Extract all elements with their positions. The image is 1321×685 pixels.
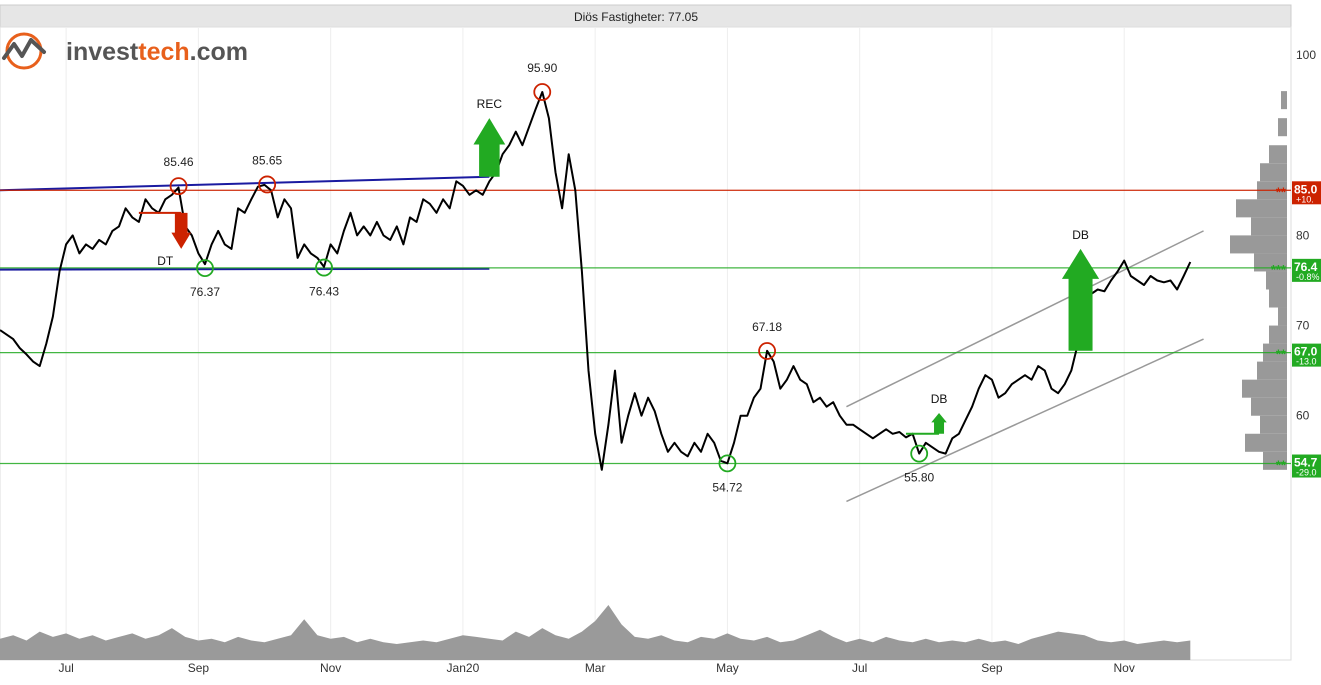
logo-text: investtech.com — [66, 38, 248, 66]
grid-lines — [65, 28, 1125, 660]
volume-area — [0, 605, 1191, 660]
x-axis: Jul Sep Nov Jan20 Mar May Jul Sep Nov — [58, 661, 1134, 675]
level-tag-value-0: 85.0 — [1294, 182, 1318, 196]
signal-label-3: DB — [1072, 228, 1089, 242]
volume-profile-bar-5 — [1236, 199, 1287, 218]
logo-text-plain: invest — [66, 38, 139, 66]
extreme-label-7: 55.80 — [904, 471, 934, 485]
signal-arrows: DT REC DB DB — [138, 97, 1100, 435]
volume-profile-bar-17 — [1260, 415, 1287, 434]
x-tick-label-8: Nov — [1114, 661, 1135, 675]
x-tick-label-4: Mar — [585, 661, 606, 675]
level-tag-value-2: 67.0 — [1294, 345, 1318, 359]
trend-channel-0-line-0 — [0, 175, 490, 192]
extreme-circle-1 — [258, 175, 277, 194]
extreme-circle-0 — [169, 177, 188, 196]
logo-text-accent: tech — [138, 38, 189, 66]
volume-profile-bar-15 — [1242, 379, 1287, 398]
volume-profile-bar-7 — [1230, 235, 1287, 254]
volume-profile-bar-19 — [1263, 451, 1287, 470]
signal-label-0: DT — [157, 254, 174, 268]
level-stars-1: *** — [1271, 262, 1287, 277]
level-stars-0: ** — [1276, 184, 1287, 199]
x-tick-label-2: Nov — [320, 661, 341, 675]
volume-profile-bar-11 — [1278, 307, 1287, 326]
extreme-label-1: 85.65 — [252, 153, 282, 167]
y-tick-label-0: 100 — [1296, 48, 1316, 62]
price-line-0 — [0, 91, 1192, 471]
signal-label-1: REC — [477, 97, 503, 111]
logo-text-suffix: .com — [190, 38, 248, 66]
signal-arrow-0 — [171, 212, 191, 249]
extreme-circle-6 — [718, 454, 737, 473]
trend-channel-1-line-0 — [846, 230, 1204, 408]
x-tick-label-0: Jul — [58, 661, 73, 675]
volume-profile-bar-12 — [1269, 325, 1287, 344]
extreme-label-6: 54.72 — [712, 480, 742, 494]
level-tag-pct-1: -0.8% — [1296, 272, 1320, 282]
volume-profile — [1230, 91, 1287, 470]
trend-channel-1-line-1 — [846, 338, 1204, 503]
volume-profile-bar-16 — [1251, 397, 1287, 416]
level-tag-pct-3: -29.0 — [1296, 468, 1317, 478]
extreme-label-0: 85.46 — [164, 155, 194, 169]
y-tick-label-1: 80 — [1296, 228, 1310, 242]
investtech-logo: investtech.com — [2, 32, 248, 70]
title-bar: Diös Fastigheter: 77.05 — [0, 4, 1292, 28]
volume-profile-bar-3 — [1260, 163, 1287, 182]
extreme-circle-4 — [196, 259, 214, 278]
level-tag-box-3 — [1292, 454, 1321, 478]
volume-profile-bar-10 — [1269, 289, 1287, 308]
y-tick-label-2: 70 — [1296, 319, 1310, 333]
chart-title: Diös Fastigheter: 77.05 — [574, 10, 698, 24]
extreme-circle-5 — [315, 258, 333, 277]
x-tick-label-3: Jan20 — [447, 661, 480, 675]
trend-channels — [0, 175, 1204, 503]
extreme-point-annotations: 85.46 85.65 95.90 67.18 76.37 76.43 54.72 55.80 — [164, 61, 935, 494]
trend-channel-0-line-1 — [0, 267, 490, 271]
y-axis: 10080706055 — [1296, 48, 1316, 468]
level-stars-2: ** — [1276, 347, 1287, 362]
level-tag-box-0 — [1292, 181, 1321, 205]
signal-arrow-3 — [1061, 248, 1100, 351]
signal-arrow-1 — [473, 118, 506, 177]
extreme-circle-2 — [533, 83, 552, 101]
level-tag-pct-0: +10. — [1296, 194, 1314, 204]
extreme-circle-3 — [758, 342, 776, 360]
volume-profile-bar-8 — [1254, 253, 1287, 272]
x-tick-label-5: May — [716, 661, 739, 675]
extreme-label-2: 95.90 — [527, 61, 557, 75]
level-price-tags: ** 85.0+10. *** 76.4-0.8% ** 67.0-13.0 ** 54.7-… — [1271, 181, 1321, 478]
level-tag-value-1: 76.4 — [1294, 260, 1318, 274]
y-tick-label-3: 60 — [1296, 409, 1310, 423]
level-stars-3: ** — [1276, 458, 1287, 473]
x-tick-label-7: Sep — [981, 661, 1003, 675]
volume-profile-bar-9 — [1266, 271, 1287, 290]
level-tag-value-3: 54.7 — [1294, 456, 1318, 470]
volume-profile-bar-2 — [1269, 145, 1287, 164]
level-tag-box-2 — [1292, 343, 1321, 367]
signal-label-2: DB — [931, 392, 948, 406]
investtech-logo-icon — [2, 32, 46, 70]
extreme-label-5: 76.43 — [309, 285, 339, 299]
volume-profile-bar-6 — [1251, 217, 1287, 236]
x-tick-label-1: Sep — [188, 661, 210, 675]
extreme-label-3: 67.18 — [752, 320, 782, 334]
signal-arrow-2 — [931, 413, 947, 434]
extreme-circle-7 — [910, 444, 929, 463]
volume-area-path — [0, 605, 1191, 660]
volume-profile-bar-14 — [1257, 361, 1287, 380]
volume-profile-bar-0 — [1281, 91, 1287, 110]
level-tag-box-1 — [1292, 258, 1321, 282]
level-tag-pct-2: -13.0 — [1296, 357, 1317, 367]
x-tick-label-6: Jul — [852, 661, 867, 675]
volume-profile-bar-1 — [1278, 118, 1287, 137]
extreme-label-4: 76.37 — [190, 285, 220, 299]
volume-profile-bar-18 — [1245, 433, 1287, 452]
price-series — [0, 91, 1192, 471]
